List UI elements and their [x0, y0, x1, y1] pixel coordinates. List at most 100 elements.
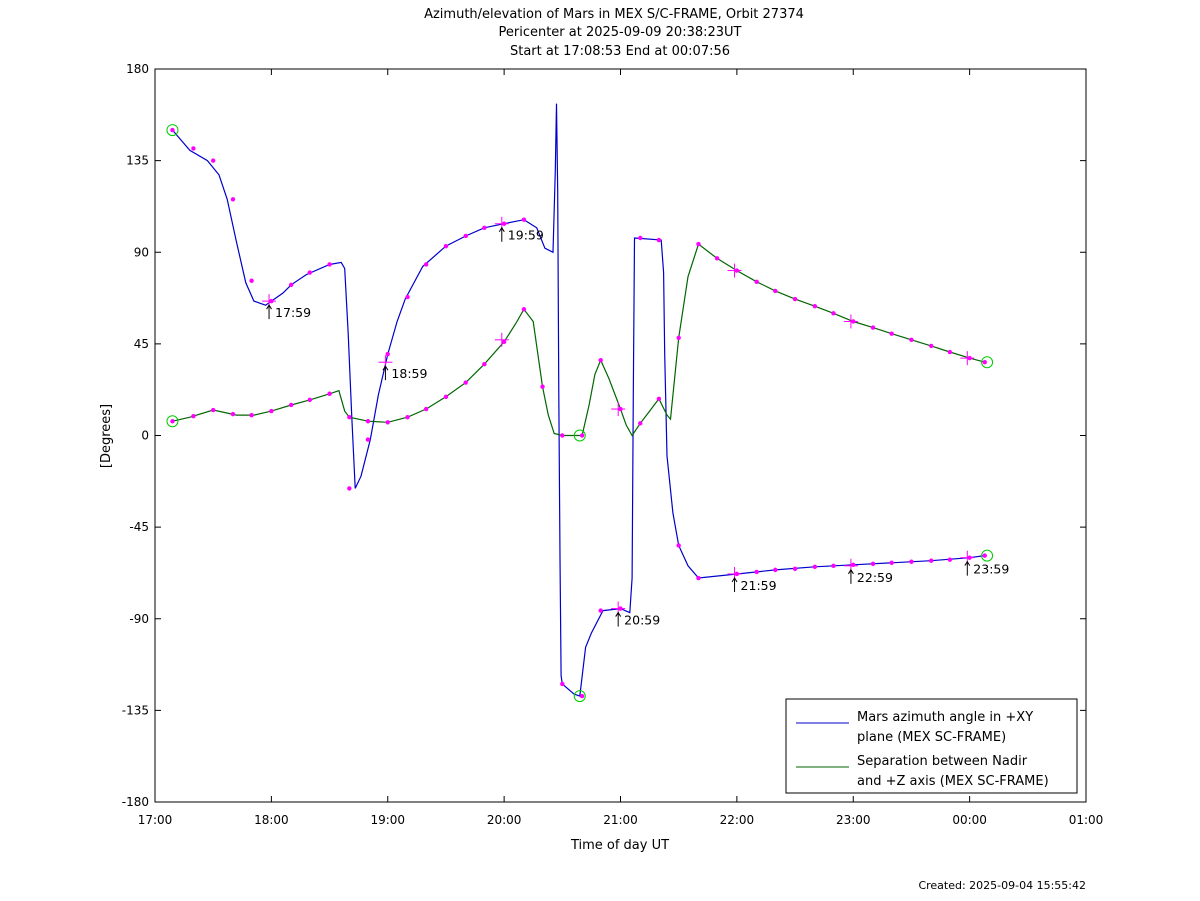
azimuth-data-point [696, 575, 701, 581]
separation-data-point [347, 414, 352, 420]
azimuth-data-point [288, 282, 294, 288]
azimuth-data-point [851, 562, 856, 567]
time-annotation-arrowhead [615, 611, 622, 617]
endpoint-circle-marker [573, 429, 586, 442]
time-annotation-arrowhead [847, 568, 854, 575]
azimuth-data-point [560, 681, 565, 687]
azimuth-data-point [443, 243, 449, 249]
azimuth-data-point [463, 233, 468, 239]
separation-data-point [443, 394, 449, 400]
separation-data-point [579, 433, 585, 438]
azimuth-data-point [249, 278, 254, 283]
axis-ticks: 17:00 18:00 19:00 20:00 21:00 22:00 23:00 00:00… [122, 62, 1104, 827]
separation-data-point [501, 339, 507, 345]
endpoint-circle-marker [981, 356, 994, 369]
separation-data-point [929, 343, 934, 349]
azimuth-data-point [579, 693, 585, 699]
azimuth-data-point [870, 561, 876, 566]
y-tick-label: 135 [126, 154, 149, 168]
separation-series-line [172, 243, 985, 437]
separation-data-point [210, 407, 216, 413]
separation-data-point [463, 380, 468, 385]
separation-data-point [870, 325, 876, 330]
time-annotation-arrowhead [731, 577, 738, 583]
azimuth-data-point [909, 559, 914, 564]
azimuth-data-point [347, 486, 352, 491]
time-annotation-label: 18:59 [391, 366, 427, 381]
separation-data-point [560, 433, 565, 438]
legend: Mars azimuth angle in +XY plane (MEX SC-… [785, 698, 1078, 794]
separation-data-point [191, 413, 196, 419]
time-annotation-label: 17:59 [275, 305, 311, 320]
x-tick-label: 00:00 [952, 813, 987, 827]
azimuth-data-point [754, 569, 759, 575]
azimuth-data-point [947, 557, 953, 562]
separation-data-point [385, 420, 390, 425]
separation-data-point [307, 397, 312, 403]
time-annotation-label: 23:59 [973, 562, 1009, 577]
azimuth-data-point [210, 158, 216, 163]
azimuth-data-point [327, 262, 332, 267]
separation-data-point [831, 311, 836, 316]
time-annotation-arrowhead [266, 304, 272, 310]
azimuth-data-point [307, 270, 312, 275]
azimuth-data-point [812, 564, 818, 570]
azimuth-data-point [982, 553, 987, 558]
legend-label-separation-line1: Separation between Nadir [857, 754, 1028, 769]
separation-data-point [947, 349, 953, 355]
separation-data-point [909, 337, 914, 343]
separation-data-point [812, 304, 818, 309]
x-axis-label: Time of day UT [570, 838, 669, 853]
separation-data-point [365, 419, 371, 424]
separation-data-point [230, 411, 236, 417]
azimuth-data-point [929, 558, 934, 563]
separation-data-point [773, 288, 778, 294]
azimuth-data-point [230, 197, 236, 202]
y-tick-label: -135 [122, 703, 149, 717]
x-tick-label: 21:00 [603, 813, 638, 827]
y-tick-label: -180 [122, 795, 149, 809]
separation-data-point [714, 256, 720, 261]
legend-label-azimuth-line1: Mars azimuth angle in +XY [857, 710, 1033, 725]
azimuth-data-point [521, 217, 527, 222]
x-tick-label: 01:00 [1069, 813, 1104, 827]
separation-data-point [598, 357, 603, 363]
azimuth-series-line [172, 103, 985, 697]
legend-label-azimuth-line2: plane (MEX SC-FRAME) [857, 730, 1006, 745]
separation-data-point [249, 412, 254, 418]
azimuth-data-point [482, 225, 487, 231]
x-tick-label: 17:00 [138, 813, 173, 827]
separation-data-point [327, 391, 332, 396]
time-annotation-arrowhead [964, 560, 971, 566]
series-lines [172, 103, 985, 697]
chart-title: Azimuth/elevation of Mars in MEX S/C-FRA… [424, 7, 804, 22]
separation-data-point [792, 296, 798, 302]
azimuth-data-point [191, 146, 196, 151]
separation-data-point [423, 406, 429, 412]
x-tick-label: 19:00 [370, 813, 405, 827]
markers [166, 124, 994, 703]
separation-data-point [754, 279, 759, 284]
separation-data-point [405, 414, 410, 420]
legend-label-separation-line2: and +Z axis (MEX SC-FRAME) [857, 774, 1049, 789]
annotations: 17:59 18:59 19:59 20:59 21:59 22:59 23:59 [266, 226, 1009, 628]
separation-data-point [269, 408, 274, 414]
time-annotation-arrowhead [382, 365, 389, 371]
azimuth-data-point [656, 237, 662, 243]
time-annotation-label: 19:59 [508, 228, 544, 243]
azimuth-data-point [405, 294, 410, 300]
azimuth-data-point [831, 563, 836, 569]
time-annotation-label: 22:59 [857, 570, 893, 585]
time-annotation-label: 21:59 [741, 578, 777, 593]
azimuth-data-point [365, 437, 371, 442]
endpoint-circle-marker [981, 549, 994, 562]
separation-data-point [656, 396, 662, 402]
separation-data-point [638, 421, 643, 426]
azimuth-data-point [889, 560, 894, 565]
separation-data-point [982, 360, 987, 365]
chart-subtitle-range: Start at 17:08:53 End at 00:07:56 [510, 44, 730, 59]
endpoint-circle-marker [573, 690, 586, 703]
azimuth-data-point [170, 127, 175, 133]
created-timestamp: Created: 2025-09-04 15:55:42 [918, 879, 1086, 892]
